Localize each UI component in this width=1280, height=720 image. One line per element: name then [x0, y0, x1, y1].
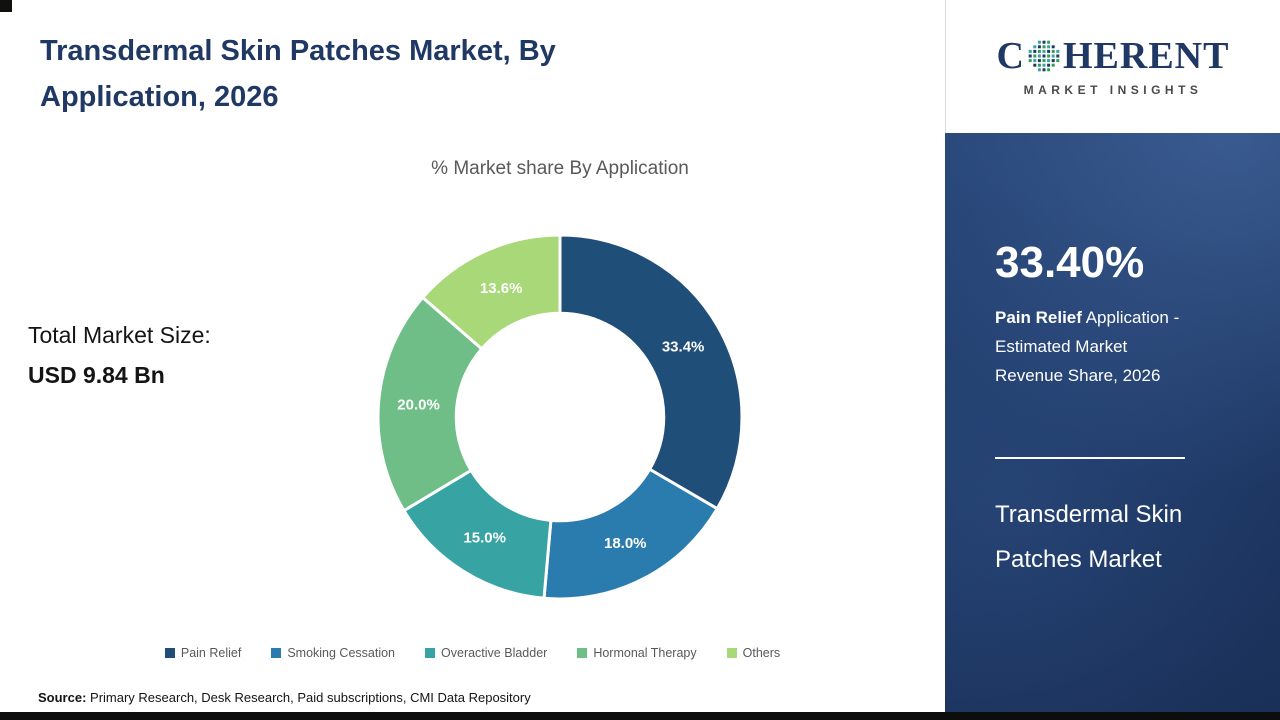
donut-chart: 33.4% 18.0% 15.0% 20.0% 13.6%: [376, 233, 744, 601]
stat-segment-name: Pain Relief: [995, 308, 1082, 327]
total-market-size-label: Total Market Size:: [28, 322, 211, 348]
page-title-line2: Application, 2026: [40, 81, 279, 113]
legend-label: Smoking Cessation: [287, 646, 396, 660]
brand-letters-rest: HERENT: [1062, 34, 1230, 77]
legend-item-overactive-bladder: Overactive Bladder: [425, 646, 547, 660]
source-line: Source: Primary Research, Desk Research,…: [38, 690, 531, 705]
slice-label: 13.6%: [480, 280, 523, 297]
legend-item-hormonal-therapy: Hormonal Therapy: [577, 646, 697, 660]
brand-letter-c: C: [996, 34, 1025, 77]
donut-slice-others: [420, 233, 562, 352]
legend-swatch: [164, 648, 175, 658]
legend-swatch: [577, 648, 588, 658]
dotted-globe-icon: [1028, 40, 1060, 71]
legend-swatch: [726, 648, 737, 658]
chart-legend: Pain Relief Smoking Cessation Overactive B…: [0, 646, 945, 660]
page-title: Transdermal Skin Patches Market, By Appl…: [40, 28, 760, 120]
legend-label: Others: [742, 646, 781, 660]
legend-label: Pain Relief: [180, 646, 242, 660]
source-label: Source:: [38, 690, 87, 705]
brand-wordmark: C HERENT: [997, 37, 1230, 75]
slice-label: 18.0%: [604, 535, 647, 552]
panel-report-title: Transdermal Skin Patches Market: [995, 501, 1183, 573]
brand-logo: C HERENT MARKET INSIGHTS: [945, 0, 1280, 133]
brand-tagline: MARKET INSIGHTS: [1023, 82, 1203, 97]
footer-bar: [0, 712, 1280, 720]
legend-label: Overactive Bladder: [441, 646, 548, 660]
donut-slice-pain-relief: [558, 233, 744, 511]
highlight-stat-description: Pain Relief Application - Estimated Mark…: [995, 308, 1180, 385]
donut-slice-smoking-cessation: [542, 467, 720, 601]
page-title-line1: Transdermal Skin Patches Market, By: [40, 35, 556, 67]
highlight-stat-value: 33.40%: [995, 238, 1145, 287]
chart-area: Transdermal Skin Patches Market, By Appl…: [0, 0, 945, 705]
chart-subtitle: % Market share By Application: [431, 158, 689, 179]
source-text: Primary Research, Desk Research, Paid su…: [86, 690, 531, 705]
legend-swatch: [271, 648, 282, 658]
corner-accent: [0, 0, 12, 12]
slice-label: 20.0%: [397, 397, 440, 414]
legend-item-smoking-cessation: Smoking Cessation: [271, 646, 395, 660]
sidebar-panel: C HERENT MARKET INSIGHTS 33.40% Pain Rel…: [945, 0, 1280, 720]
legend-item-pain-relief: Pain Relief: [164, 646, 242, 660]
donut-slice-hormonal-therapy: [376, 295, 484, 513]
slice-label: 33.4%: [662, 338, 705, 355]
legend-item-others: Others: [726, 646, 781, 660]
total-market-size-value: USD 9.84 Bn: [28, 362, 165, 388]
panel-divider: [995, 457, 1185, 459]
legend-swatch: [425, 648, 436, 658]
legend-label: Hormonal Therapy: [593, 646, 697, 660]
slice-label: 15.0%: [463, 529, 506, 546]
